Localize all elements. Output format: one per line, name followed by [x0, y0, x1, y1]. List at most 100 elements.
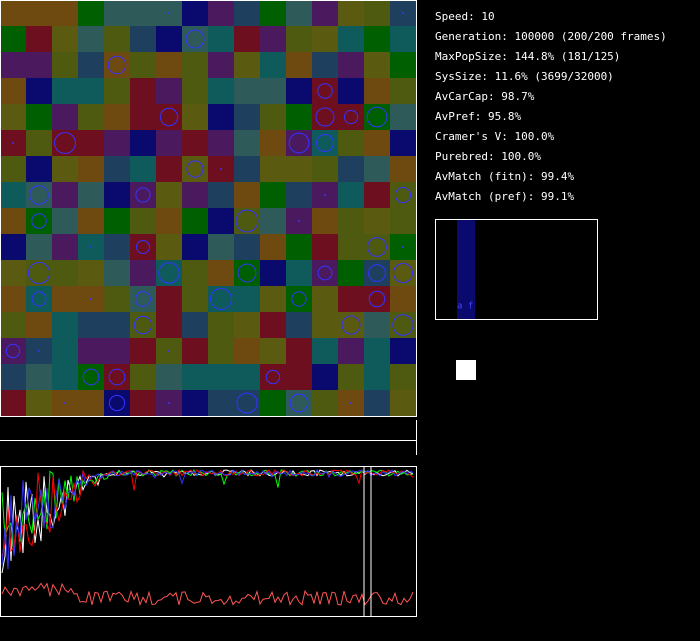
- cell: [130, 0, 156, 26]
- cell: [208, 0, 234, 26]
- cell: [234, 156, 260, 182]
- agent: [366, 106, 388, 128]
- cell: [26, 312, 52, 338]
- stat-line: Speed: 10: [435, 10, 495, 23]
- cell: [52, 156, 78, 182]
- cell: [130, 364, 156, 390]
- cell: [390, 78, 416, 104]
- cell: [52, 130, 78, 156]
- cell: [260, 260, 286, 286]
- cell: [364, 208, 390, 234]
- cell: [182, 260, 208, 286]
- cell: [104, 104, 130, 130]
- cell: [52, 104, 78, 130]
- cell: [26, 0, 52, 26]
- cell: [182, 234, 208, 260]
- agent: [185, 29, 205, 49]
- cell: [78, 364, 104, 390]
- agent: [135, 187, 151, 203]
- cell: [390, 156, 416, 182]
- cell: [312, 390, 338, 416]
- cell: [52, 338, 78, 364]
- agent: [82, 368, 100, 386]
- history-line: [1, 469, 414, 574]
- cell: [208, 312, 234, 338]
- cell: [52, 286, 78, 312]
- cell: [364, 286, 390, 312]
- cell: [104, 78, 130, 104]
- cell: [156, 156, 182, 182]
- agent: [186, 160, 204, 178]
- cell: [0, 156, 26, 182]
- cell: [104, 312, 130, 338]
- agent: [392, 314, 414, 336]
- cell: [26, 78, 52, 104]
- cell: [286, 130, 312, 156]
- agent-dot: [168, 350, 170, 352]
- agent: [343, 109, 359, 125]
- cell: [312, 78, 338, 104]
- agent: [54, 132, 76, 154]
- cell: [130, 130, 156, 156]
- cell: [312, 338, 338, 364]
- history-line: [1, 582, 414, 607]
- cell: [260, 338, 286, 364]
- cell: [130, 78, 156, 104]
- cell: [338, 78, 364, 104]
- cell: [234, 234, 260, 260]
- agent: [27, 261, 51, 285]
- agent: [315, 107, 335, 127]
- cell: [312, 260, 338, 286]
- cell: [260, 156, 286, 182]
- cell: [286, 26, 312, 52]
- cell: [0, 78, 26, 104]
- cell: [312, 208, 338, 234]
- cell: [0, 364, 26, 390]
- agent-dot: [168, 402, 170, 404]
- cell: [182, 182, 208, 208]
- agent: [288, 132, 310, 154]
- cell: [104, 182, 130, 208]
- cell: [78, 130, 104, 156]
- cell: [364, 234, 390, 260]
- history-plot: [1, 467, 414, 616]
- cell: [338, 104, 364, 130]
- cell: [156, 182, 182, 208]
- cell: [78, 156, 104, 182]
- cell: [26, 156, 52, 182]
- cell: [78, 312, 104, 338]
- cell: [182, 78, 208, 104]
- cell: [156, 234, 182, 260]
- agent-dot: [168, 12, 170, 14]
- cell: [52, 312, 78, 338]
- cell: [286, 286, 312, 312]
- agent: [317, 83, 333, 99]
- cell: [260, 364, 286, 390]
- cell: [208, 52, 234, 78]
- agent: [316, 134, 334, 152]
- cell: [26, 260, 52, 286]
- cell: [390, 286, 416, 312]
- agent: [133, 315, 153, 335]
- cell: [182, 338, 208, 364]
- cell: [312, 52, 338, 78]
- agent-dot: [350, 402, 352, 404]
- cell: [208, 234, 234, 260]
- cell: [312, 286, 338, 312]
- cell: [234, 0, 260, 26]
- cell: [312, 364, 338, 390]
- agent: [29, 185, 49, 205]
- cell: [286, 52, 312, 78]
- agent: [265, 369, 281, 385]
- agent: [236, 392, 258, 414]
- agent: [210, 288, 232, 310]
- agent: [5, 343, 21, 359]
- cell: [104, 0, 130, 26]
- cell: [78, 52, 104, 78]
- cell: [78, 26, 104, 52]
- cell: [312, 0, 338, 26]
- cell: [182, 130, 208, 156]
- cell: [234, 104, 260, 130]
- cell: [26, 52, 52, 78]
